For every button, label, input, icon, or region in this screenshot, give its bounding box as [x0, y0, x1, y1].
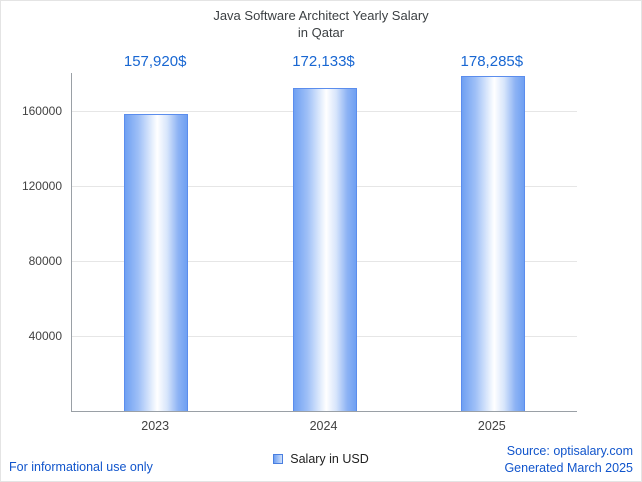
source-link[interactable]: Source: optisalary.com	[506, 444, 633, 459]
informational-note: For informational use only	[9, 460, 153, 474]
salary-bar[interactable]	[292, 87, 357, 411]
bar-value-label: 157,920$	[123, 53, 187, 70]
generated-date: Generated March 2025	[504, 461, 633, 476]
x-axis-label: 2025	[477, 419, 506, 433]
y-axis-tick-label: 80000	[28, 253, 62, 268]
y-axis-tick-label: 120000	[21, 178, 62, 193]
salary-bar[interactable]	[124, 114, 189, 411]
y-axis-tick-label: 40000	[28, 328, 62, 343]
bar-value-label: 178,285$	[460, 53, 524, 70]
source-block: Source: optisalary.com Generated March 2…	[504, 443, 633, 477]
x-axis-label: 2023	[141, 419, 170, 433]
legend-swatch-icon	[273, 454, 284, 464]
chart-title: Java Software Architect Yearly Salary in…	[1, 8, 641, 42]
x-axis-label: 2024	[309, 419, 338, 433]
bar-value-label: 172,133$	[292, 53, 355, 70]
salary-bar[interactable]	[460, 76, 525, 411]
legend-label: Salary in USD	[290, 452, 369, 466]
plot-area: 40000 80000 120000 160000	[22, 73, 577, 412]
chart-title-line1: Java Software Architect Yearly Salary	[213, 8, 429, 23]
chart-title-line2: in Qatar	[297, 24, 345, 40]
y-axis-tick-label: 160000	[21, 103, 62, 118]
